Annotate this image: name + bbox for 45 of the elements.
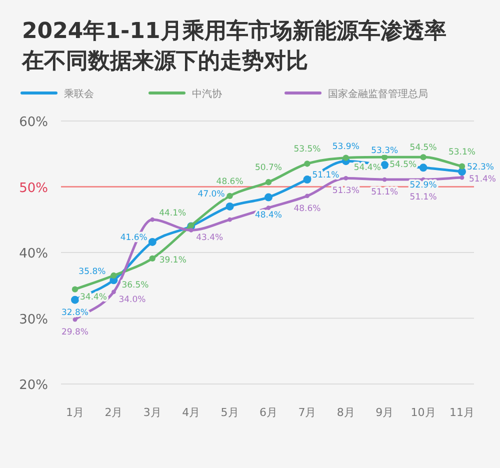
point xyxy=(266,206,271,210)
point xyxy=(265,179,272,186)
y-tick-label: 20% xyxy=(19,378,48,393)
x-tick-label: 11月 xyxy=(450,406,474,419)
point xyxy=(226,202,234,210)
point xyxy=(226,192,233,200)
point xyxy=(150,217,155,222)
point xyxy=(72,317,78,322)
point xyxy=(71,296,79,304)
point xyxy=(110,272,117,279)
point xyxy=(149,255,156,262)
chart-title: 2024年1-11月乘用车市场新能源车渗透率在不同数据来源下的走势对比 xyxy=(21,18,446,74)
y-tick-label: 60% xyxy=(19,115,48,130)
legend-label: 国家金融监督管理总局 xyxy=(328,88,428,100)
point xyxy=(460,175,464,180)
x-tick-label: 3月 xyxy=(143,406,162,419)
point xyxy=(228,217,232,222)
point xyxy=(305,194,310,198)
point xyxy=(72,286,78,292)
point xyxy=(344,176,348,180)
y-tick-label: 30% xyxy=(19,312,48,328)
x-tick-label: 1月 xyxy=(66,406,84,419)
point xyxy=(458,163,466,170)
legend-label: 乘联会 xyxy=(64,88,94,100)
point xyxy=(188,228,194,232)
point xyxy=(148,238,156,246)
point xyxy=(420,154,426,160)
point xyxy=(112,290,116,294)
x-tick-label: 8月 xyxy=(336,406,355,419)
x-tick-label: 6月 xyxy=(260,406,278,419)
point xyxy=(419,164,428,172)
x-tick-label: 4月 xyxy=(182,406,200,419)
y-tick-label: 40% xyxy=(19,246,48,262)
point xyxy=(342,154,349,161)
x-tick-label: 7月 xyxy=(298,406,316,419)
x-tick-label: 2月 xyxy=(104,406,123,419)
point xyxy=(382,177,387,182)
x-tick-label: 5月 xyxy=(220,406,239,419)
legend-label: 中汽协 xyxy=(192,88,222,100)
point xyxy=(304,160,310,167)
point xyxy=(264,193,272,202)
point xyxy=(303,176,312,184)
x-tick-label: 9月 xyxy=(376,406,394,419)
x-tick-label: 10月 xyxy=(410,406,436,419)
y-tick-label: 50% xyxy=(19,180,48,196)
